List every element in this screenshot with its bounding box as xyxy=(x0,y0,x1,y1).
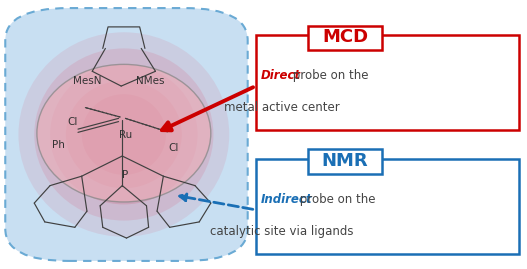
FancyBboxPatch shape xyxy=(5,8,248,261)
Text: MesN: MesN xyxy=(73,76,101,86)
Text: Cl: Cl xyxy=(67,117,78,128)
Text: NMes: NMes xyxy=(136,76,164,86)
Text: MCD: MCD xyxy=(322,28,368,46)
FancyBboxPatch shape xyxy=(308,26,382,50)
Text: P: P xyxy=(122,170,128,180)
Text: Ph: Ph xyxy=(52,140,64,150)
Text: catalytic site via ligands: catalytic site via ligands xyxy=(210,225,354,238)
Ellipse shape xyxy=(34,48,213,221)
Text: NMR: NMR xyxy=(322,152,368,170)
Text: probe on the: probe on the xyxy=(296,193,376,206)
Ellipse shape xyxy=(50,65,198,204)
FancyBboxPatch shape xyxy=(308,149,382,174)
Ellipse shape xyxy=(37,64,211,202)
Ellipse shape xyxy=(66,81,182,188)
Text: probe on the: probe on the xyxy=(289,69,368,82)
Text: metal active center: metal active center xyxy=(224,101,340,114)
Ellipse shape xyxy=(82,94,166,175)
Text: Direct: Direct xyxy=(261,69,301,82)
Text: Ru: Ru xyxy=(119,129,132,140)
Text: Cl: Cl xyxy=(169,143,179,153)
Ellipse shape xyxy=(18,32,229,237)
FancyBboxPatch shape xyxy=(256,35,519,130)
Text: Indirect: Indirect xyxy=(261,193,313,206)
FancyBboxPatch shape xyxy=(256,159,519,254)
